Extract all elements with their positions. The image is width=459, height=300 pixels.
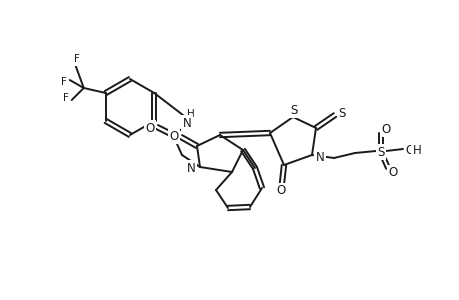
Text: N: N <box>315 151 324 164</box>
Text: F: F <box>63 93 68 103</box>
Text: S: S <box>376 146 384 158</box>
Text: O: O <box>381 122 390 136</box>
Text: S: S <box>290 103 297 116</box>
Text: O: O <box>276 184 285 197</box>
Text: N: N <box>182 116 191 130</box>
Text: F: F <box>61 77 67 87</box>
Text: O: O <box>145 122 154 134</box>
Text: F: F <box>73 54 79 64</box>
Text: H: H <box>187 109 195 119</box>
Text: O: O <box>404 143 414 157</box>
Text: O: O <box>387 167 397 179</box>
Text: H: H <box>412 143 420 157</box>
Text: N: N <box>186 161 195 175</box>
Text: O: O <box>169 130 178 142</box>
Text: S: S <box>337 106 345 119</box>
